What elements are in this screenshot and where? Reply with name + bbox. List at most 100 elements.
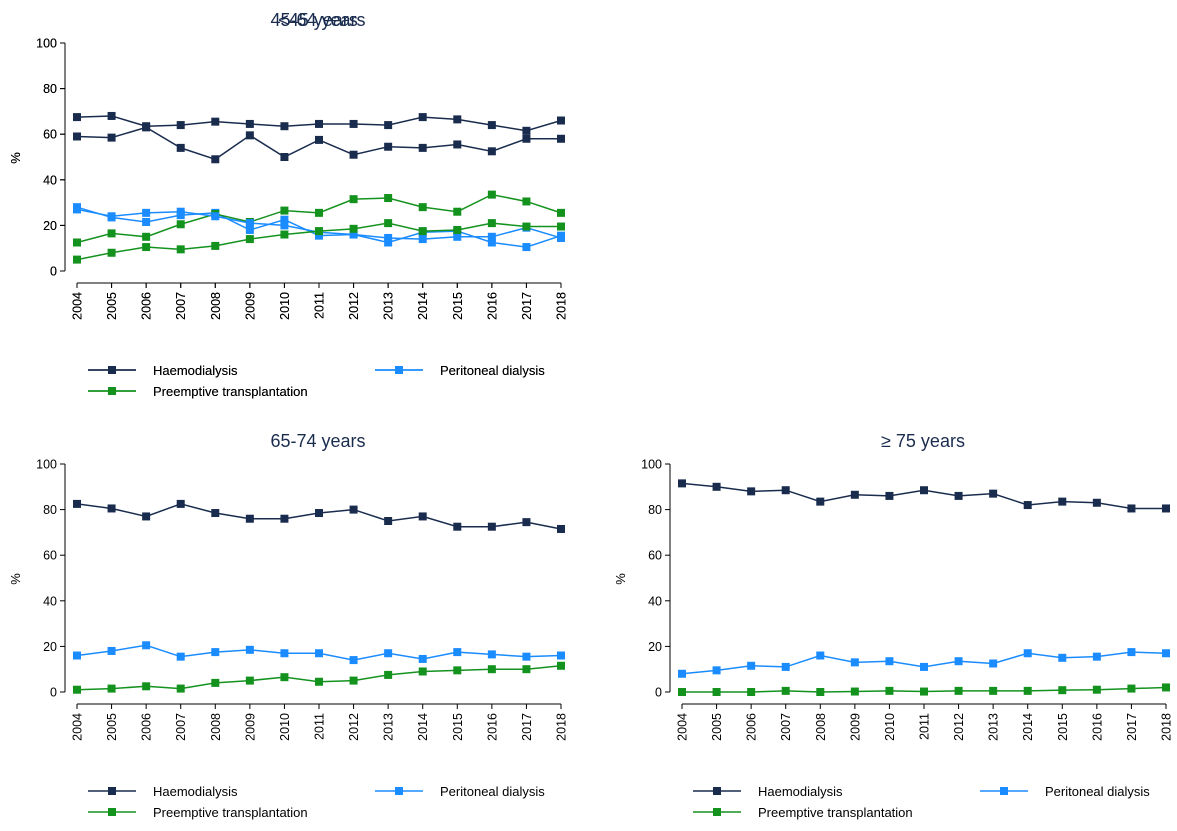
data-point-haemodialysis [557, 116, 565, 125]
data-point-haemodialysis [747, 487, 756, 496]
data-point-preemptive-transplantation [384, 219, 393, 228]
chart-panel-45-64: 45-64 years % 0 20 40 60 80 100 2004 2005 2006 20… [0, 0, 588, 410]
data-point-haemodialysis [989, 489, 998, 498]
data-point-preemptive-transplantation [349, 195, 358, 204]
data-point-preemptive-transplantation [816, 688, 825, 696]
x-tick-label: 2010 [883, 713, 897, 741]
data-point-peritoneal-dialysis [1023, 649, 1032, 658]
x-tick-label: 2013 [987, 713, 1001, 741]
data-point-preemptive-transplantation [142, 232, 151, 241]
data-point-haemodialysis [245, 131, 254, 140]
data-point-haemodialysis [487, 522, 496, 531]
y-axis-label: % [8, 573, 23, 585]
data-point-haemodialysis [418, 143, 427, 152]
data-point-preemptive-transplantation [315, 227, 323, 236]
x-tick-label: 2005 [105, 713, 119, 741]
data-point-preemptive-transplantation [280, 230, 289, 239]
x-tick-label: 2006 [140, 292, 154, 320]
x-tick-label: 2013 [382, 713, 396, 741]
chart-title: 45-64 years [270, 10, 365, 30]
chart-panel-75-plus: ≥ 75 years % 0 20 40 60 80 100 2004 2005 2006 200… [605, 421, 1177, 831]
x-tick-label: 2005 [105, 292, 119, 320]
legend-marker [108, 387, 116, 395]
data-point-preemptive-transplantation [954, 686, 963, 695]
data-point-preemptive-transplantation [850, 687, 859, 696]
legend-label: Preemptive transplantation [153, 384, 308, 399]
legend-marker [108, 808, 116, 816]
data-point-haemodialysis [245, 514, 254, 523]
legend-label: Haemodialysis [153, 363, 238, 378]
data-point-preemptive-transplantation [557, 222, 565, 231]
x-tick-label: 2009 [848, 713, 862, 741]
data-point-peritoneal-dialysis [176, 207, 185, 216]
y-tick-label: 20 [43, 640, 57, 654]
x-tick-label: 2017 [1125, 713, 1139, 741]
legend-item-haemodialysis: Haemodialysis [88, 363, 238, 378]
data-point-haemodialysis [1127, 504, 1136, 513]
x-tick-label: 2014 [416, 292, 430, 320]
y-tick-label: 60 [648, 549, 662, 563]
legend-item-peritoneal-dialysis: Peritoneal dialysis [375, 784, 545, 799]
data-point-peritoneal-dialysis [1127, 648, 1136, 657]
data-point-peritoneal-dialysis [245, 645, 254, 654]
data-point-peritoneal-dialysis [384, 649, 393, 658]
y-tick-label: 100 [36, 458, 57, 472]
data-point-preemptive-transplantation [280, 206, 289, 215]
data-point-haemodialysis [453, 115, 462, 124]
x-tick-label: 2016 [485, 713, 499, 741]
data-point-preemptive-transplantation [245, 235, 254, 244]
data-point-peritoneal-dialysis [920, 662, 928, 671]
data-point-haemodialysis [280, 153, 289, 161]
x-tick-label: 2011 [918, 713, 932, 740]
x-tick-label: 2011 [313, 292, 327, 319]
data-point-preemptive-transplantation [1162, 683, 1170, 692]
chart-title: <45 years [278, 10, 358, 30]
legend-marker [108, 366, 116, 374]
data-point-haemodialysis [176, 143, 185, 152]
data-point-peritoneal-dialysis [73, 205, 81, 214]
x-tick-label: 2004 [71, 292, 85, 320]
data-point-peritoneal-dialysis [211, 648, 220, 657]
x-tick-label: 2016 [485, 292, 499, 320]
data-point-haemodialysis [107, 504, 116, 513]
x-tick-label: 2014 [1021, 713, 1035, 741]
x-tick-label: 2004 [71, 713, 85, 741]
data-point-peritoneal-dialysis [280, 649, 289, 658]
y-tick-label: 20 [43, 219, 57, 233]
chart-75-plus: ≥ 75 years % 0 20 40 60 80 100 2004 2005 2006 200… [613, 431, 1174, 820]
data-point-preemptive-transplantation [418, 667, 427, 676]
data-point-haemodialysis [142, 512, 151, 521]
data-point-preemptive-transplantation [557, 208, 565, 217]
data-point-peritoneal-dialysis [73, 651, 81, 660]
x-tick-label: 2012 [347, 292, 361, 320]
data-point-peritoneal-dialysis [245, 219, 254, 228]
data-point-haemodialysis [487, 121, 496, 130]
data-point-haemodialysis [850, 490, 859, 499]
data-point-haemodialysis [557, 134, 565, 143]
data-point-preemptive-transplantation [522, 665, 531, 674]
data-point-preemptive-transplantation [245, 676, 254, 685]
data-point-preemptive-transplantation [522, 197, 531, 206]
x-tick-label: 2004 [71, 292, 85, 320]
data-point-peritoneal-dialysis [522, 652, 531, 661]
data-point-peritoneal-dialysis [747, 661, 756, 670]
legend-label: Preemptive transplantation [153, 805, 308, 820]
data-point-peritoneal-dialysis [315, 649, 323, 658]
legend-label: Haemodialysis [153, 784, 238, 799]
data-point-haemodialysis [418, 113, 427, 122]
data-point-haemodialysis [1023, 501, 1032, 510]
data-point-haemodialysis [211, 117, 220, 126]
y-tick-label: 40 [43, 173, 57, 187]
y-tick-label: 0 [655, 686, 662, 700]
data-point-preemptive-transplantation [176, 684, 185, 693]
data-point-haemodialysis [211, 155, 220, 164]
data-point-peritoneal-dialysis [142, 217, 151, 226]
y-tick-label: 0 [50, 686, 57, 700]
legend-marker [713, 787, 721, 795]
y-axis-label: % [8, 152, 23, 164]
data-point-preemptive-transplantation [487, 665, 496, 674]
data-point-haemodialysis [384, 121, 393, 130]
x-tick-label: 2015 [451, 292, 465, 320]
data-point-preemptive-transplantation [349, 676, 358, 685]
